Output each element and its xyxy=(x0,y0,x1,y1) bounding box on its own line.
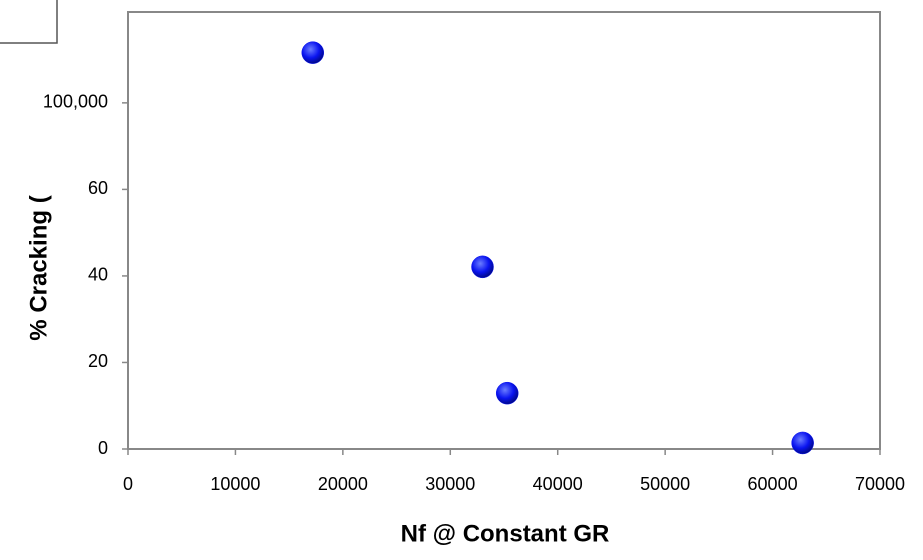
point xyxy=(791,431,814,455)
plot-area xyxy=(127,11,881,450)
x-tick-label: 20000 xyxy=(318,474,368,494)
y-tick-label: 20 xyxy=(88,351,108,371)
x-tick-label: 30000 xyxy=(425,474,475,494)
y-axis-title: % Cracking ( xyxy=(25,195,52,340)
y-tick-label: 40 xyxy=(88,265,108,285)
x-tick-label: 70000 xyxy=(855,474,905,494)
point xyxy=(495,381,519,405)
x-tick-label: 60000 xyxy=(748,474,798,494)
x-tick-label: 50000 xyxy=(640,474,690,494)
x-tick-label: 40000 xyxy=(533,474,583,494)
point xyxy=(301,41,325,64)
point xyxy=(471,255,494,279)
x-axis-title: Nf @ Constant GR xyxy=(401,520,610,547)
y-tick-label: 0 xyxy=(98,438,108,458)
x-tick-label: 10000 xyxy=(210,474,260,494)
x-tick-label: 0 xyxy=(123,474,133,494)
y-tick-label: 100,000 xyxy=(43,92,108,112)
legend-box xyxy=(0,0,58,44)
y-tick-label: 60 xyxy=(88,178,108,198)
